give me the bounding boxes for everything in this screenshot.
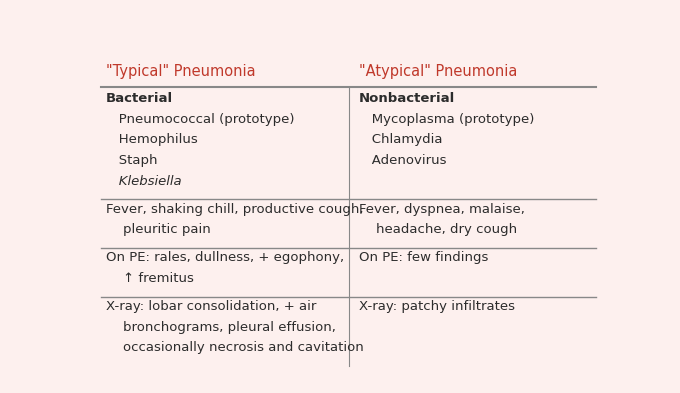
Text: Pneumococcal (prototype): Pneumococcal (prototype)	[106, 113, 294, 126]
Text: Nonbacterial: Nonbacterial	[359, 92, 456, 105]
Text: headache, dry cough: headache, dry cough	[359, 223, 517, 236]
Text: Staph: Staph	[106, 154, 158, 167]
Text: pleuritic pain: pleuritic pain	[106, 223, 211, 236]
Text: X-ray: patchy infiltrates: X-ray: patchy infiltrates	[359, 300, 515, 313]
Text: occasionally necrosis and cavitation: occasionally necrosis and cavitation	[106, 341, 364, 354]
Text: X-ray: lobar consolidation, + air: X-ray: lobar consolidation, + air	[106, 300, 316, 313]
Text: Chlamydia: Chlamydia	[359, 133, 443, 147]
Text: On PE: rales, dullness, + egophony,: On PE: rales, dullness, + egophony,	[106, 252, 344, 264]
Text: Mycoplasma (prototype): Mycoplasma (prototype)	[359, 113, 534, 126]
Text: Fever, dyspnea, malaise,: Fever, dyspnea, malaise,	[359, 203, 525, 216]
Text: On PE: few findings: On PE: few findings	[359, 252, 488, 264]
Text: ↑ fremitus: ↑ fremitus	[106, 272, 194, 285]
Text: bronchograms, pleural effusion,: bronchograms, pleural effusion,	[106, 321, 336, 334]
Text: Hemophilus: Hemophilus	[106, 133, 198, 147]
Text: Fever, shaking chill, productive cough,: Fever, shaking chill, productive cough,	[106, 203, 364, 216]
Text: "Atypical" Pneumonia: "Atypical" Pneumonia	[359, 64, 517, 79]
Text: Bacterial: Bacterial	[106, 92, 173, 105]
Text: Klebsiella: Klebsiella	[106, 174, 182, 187]
Text: Adenovirus: Adenovirus	[359, 154, 447, 167]
Text: "Typical" Pneumonia: "Typical" Pneumonia	[106, 64, 256, 79]
